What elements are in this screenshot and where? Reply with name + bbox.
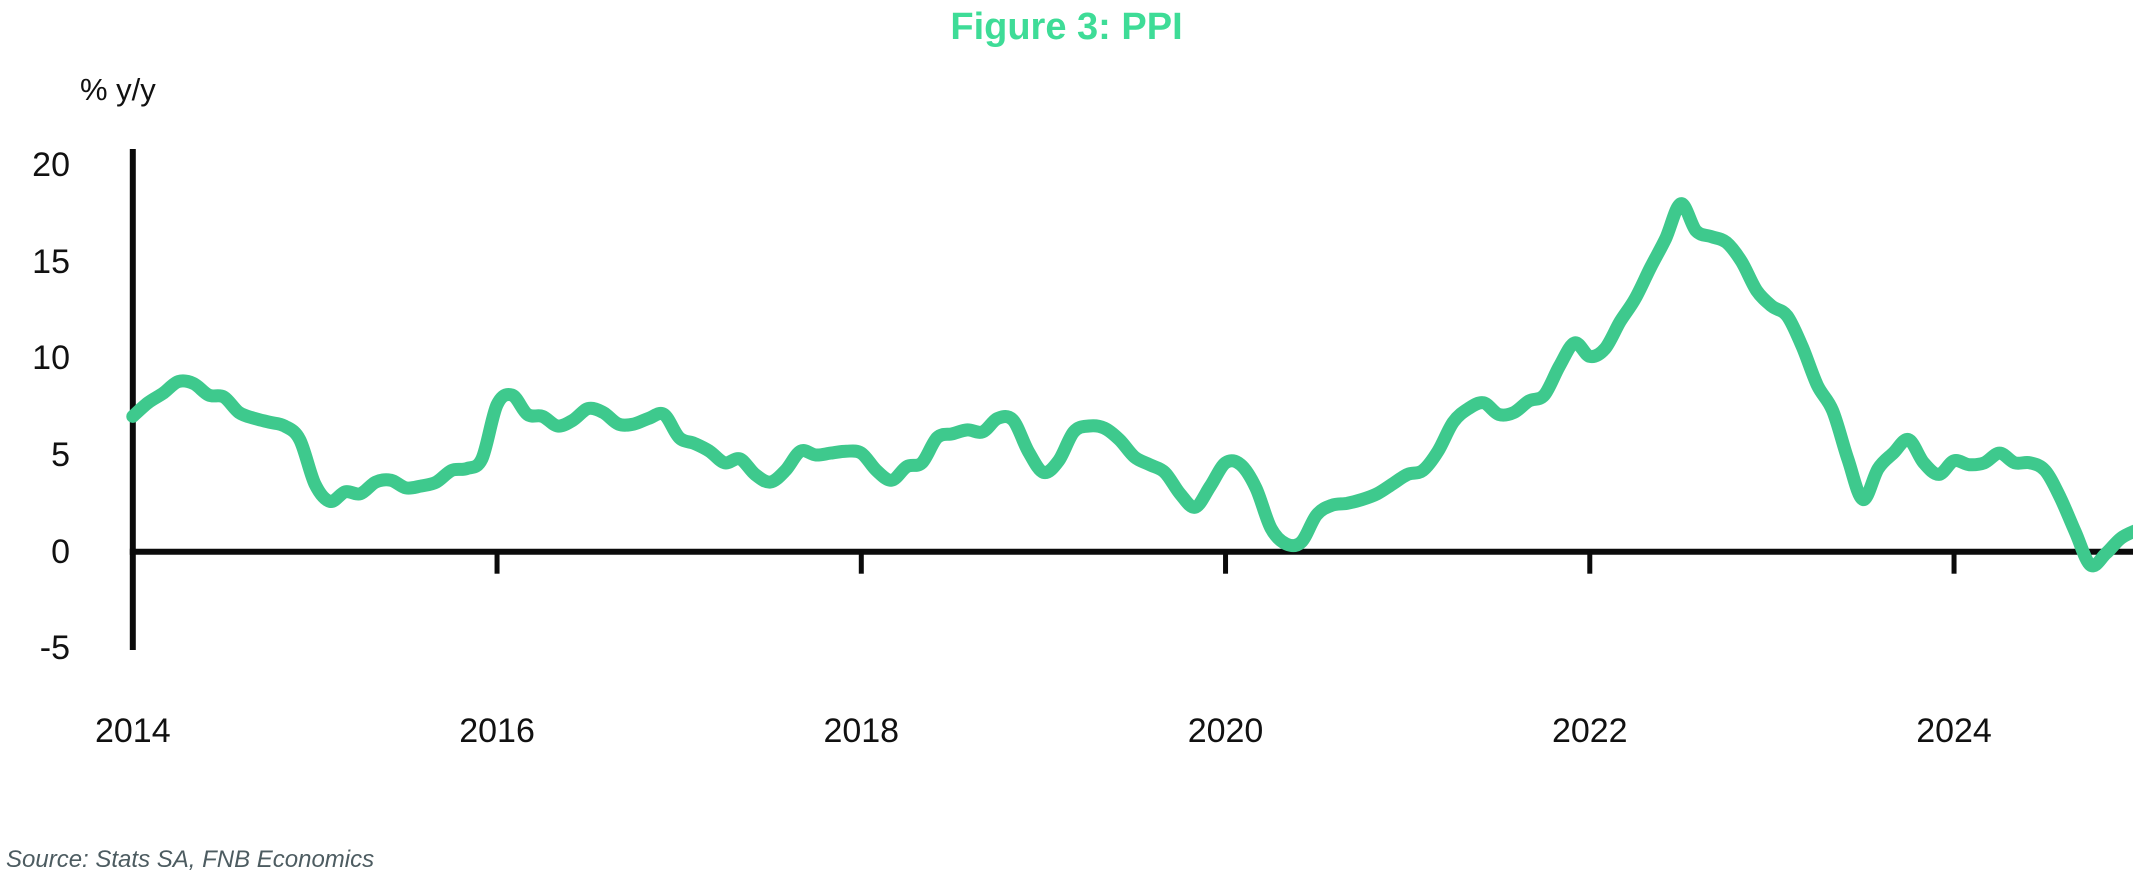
source-note: Source: Stats SA, FNB Economics xyxy=(6,846,375,873)
chart-title: Figure 3: PPI xyxy=(950,6,1183,48)
x-tick-label: 2014 xyxy=(94,712,171,750)
x-tick-label: 2020 xyxy=(1187,712,1264,750)
y-axis-unit-label: % y/y xyxy=(80,72,156,107)
y-tick-label: 0 xyxy=(51,532,70,571)
x-tick-label: 2016 xyxy=(459,712,535,750)
y-tick-label: -5 xyxy=(39,629,70,668)
x-tick-label: 2024 xyxy=(1916,712,1992,750)
y-tick-label: 5 xyxy=(51,436,70,475)
y-tick-label: 20 xyxy=(32,146,70,185)
x-tick-label: 2022 xyxy=(1551,712,1628,750)
ppi-line-series xyxy=(126,197,2133,573)
x-tick-label: 2018 xyxy=(823,712,900,750)
y-tick-label: 10 xyxy=(32,339,70,378)
x-axis-ticks xyxy=(494,551,1957,574)
y-tick-label: 15 xyxy=(32,242,70,281)
